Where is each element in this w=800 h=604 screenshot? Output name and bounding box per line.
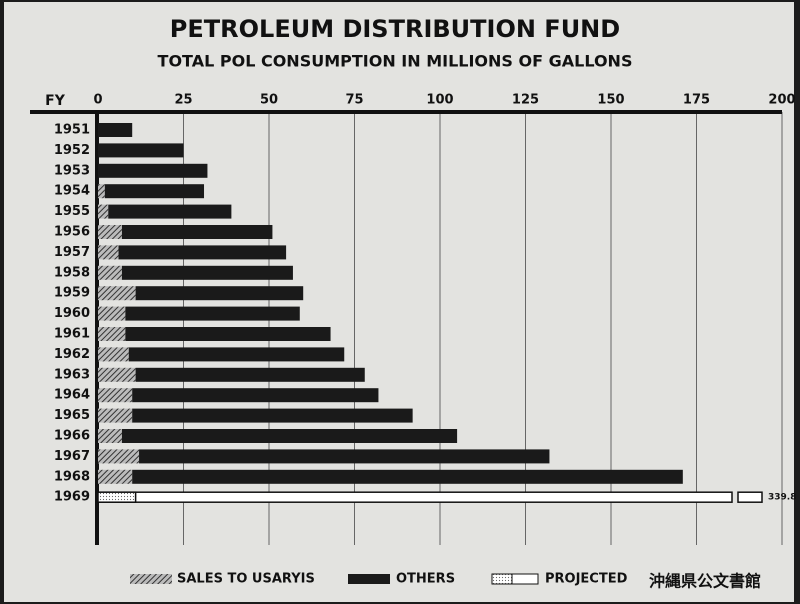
data-label: 339.8 [768, 493, 796, 503]
others-bar [121, 265, 293, 280]
x-tick-label: 0 [93, 93, 102, 108]
y-tick-label: 1959 [54, 286, 90, 301]
others-bar [118, 245, 287, 260]
legend-label: OTHERS [396, 572, 455, 587]
others-bar [98, 143, 184, 158]
x-tick-label: 50 [260, 93, 278, 108]
y-tick-label: 1966 [54, 429, 90, 444]
others-bar [132, 408, 413, 423]
y-tick-label: 1964 [54, 388, 90, 403]
y-tick-label: 1957 [54, 245, 90, 260]
sales-bar [98, 286, 136, 301]
others-bar [125, 306, 300, 321]
chart-title: PETROLEUM DISTRIBUTION FUND [170, 15, 620, 43]
chart-background [4, 2, 794, 602]
sales-bar [98, 225, 122, 239]
others-bar [135, 367, 365, 382]
y-tick-label: 1965 [54, 408, 90, 423]
category-axis-label: FY [45, 93, 66, 109]
x-tick-label: 150 [597, 93, 624, 108]
sales-bar [98, 469, 133, 484]
y-tick-label: 1956 [54, 225, 90, 240]
x-tick-label: 25 [174, 93, 192, 108]
x-tick-label: 100 [426, 93, 453, 108]
x-tick-label: 200 [768, 93, 795, 108]
others-bar [128, 347, 345, 362]
sales-bar [98, 408, 133, 423]
sales-bar [98, 265, 122, 280]
sales-bar [98, 245, 119, 260]
projected-bar-break [737, 491, 763, 503]
sales-bar [98, 388, 133, 403]
projected-bar [97, 491, 733, 503]
others-bar [135, 286, 304, 301]
y-tick-label: 1953 [54, 163, 90, 178]
y-tick-label: 1954 [54, 184, 90, 199]
y-tick-label: 1969 [54, 490, 90, 505]
others-bar [132, 388, 379, 403]
y-tick-label: 1955 [54, 204, 90, 219]
sales-bar [98, 347, 129, 362]
legend-swatch [511, 573, 539, 585]
legend-swatch [491, 573, 513, 585]
y-tick-label: 1951 [54, 123, 90, 138]
y-tick-label: 1961 [54, 327, 90, 342]
sales-bar [98, 429, 122, 443]
sales-bar [98, 204, 109, 219]
others-bar [121, 429, 458, 443]
x-tick-label: 125 [512, 93, 539, 108]
sales-bar [98, 306, 126, 321]
legend-label: SALES TO USARYIS [177, 572, 315, 587]
y-tick-label: 1952 [54, 143, 90, 158]
y-tick-label: 1958 [54, 265, 90, 280]
x-tick-label: 75 [345, 93, 363, 108]
y-tick-label: 1960 [54, 306, 90, 321]
others-bar [104, 184, 205, 199]
sales-bar [97, 491, 137, 503]
others-bar [125, 327, 331, 341]
watermark: 沖縄県公文書館 [649, 572, 761, 591]
others-bar [98, 163, 208, 178]
y-tick-label: 1967 [54, 449, 90, 464]
y-tick-label: 1962 [54, 347, 90, 362]
legend-swatch [348, 574, 390, 584]
x-tick-label: 175 [683, 93, 710, 108]
sales-bar [98, 367, 136, 382]
sales-bar [98, 327, 126, 341]
others-bar [108, 204, 232, 219]
sales-bar [98, 449, 140, 464]
y-tick-label: 1963 [54, 367, 90, 382]
others-bar [121, 225, 273, 239]
y-tick-label: 1968 [54, 469, 90, 484]
others-bar [132, 469, 683, 484]
others-bar [139, 449, 550, 464]
sales-bar [98, 184, 105, 199]
legend-label: PROJECTED [545, 572, 628, 587]
legend-swatch [130, 574, 172, 584]
chart-subtitle: TOTAL POL CONSUMPTION IN MILLIONS OF GAL… [158, 52, 633, 71]
others-bar [98, 123, 133, 137]
